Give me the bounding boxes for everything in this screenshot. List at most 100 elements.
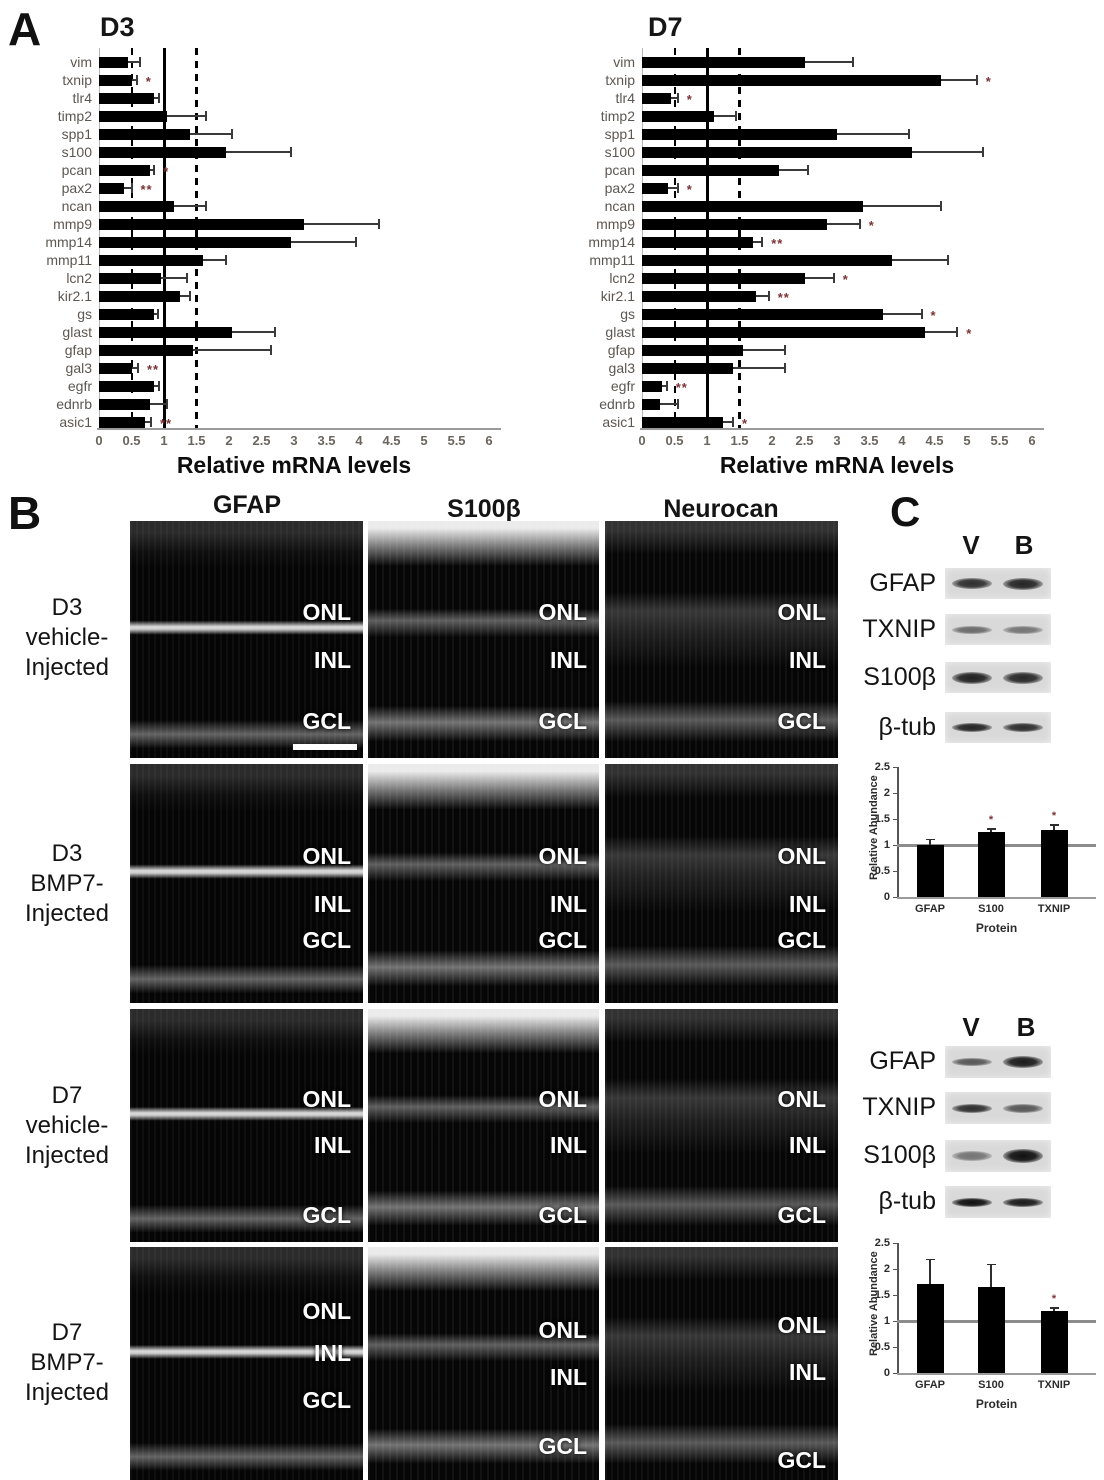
micrograph-image: ONL INL GCL: [605, 521, 838, 758]
error-bar-cap: [784, 363, 786, 373]
x-axis-title: Protein: [975, 921, 1018, 935]
y-axis-line: [897, 1243, 899, 1373]
layer-label-inl: INL: [313, 646, 351, 673]
gene-label: lcn2: [66, 270, 92, 286]
micrograph-row-label: D3 BMP7- Injected: [2, 839, 132, 929]
x-tick-label: 3.5: [860, 433, 879, 448]
error-bar: [892, 259, 948, 261]
gene-label: s100: [61, 144, 92, 160]
protein-band: [1003, 1056, 1043, 1068]
error-bar: [863, 205, 941, 207]
x-tick-label: 1.5: [730, 433, 749, 448]
gene-label: kir2.1: [57, 288, 92, 304]
x-tick-label: 5: [420, 433, 428, 448]
layer-label-gcl: GCL: [777, 1202, 826, 1229]
protein-band: [952, 1058, 992, 1066]
x-tick-label: 3: [290, 433, 298, 448]
sig-asterisk: *: [686, 92, 693, 107]
x-tick-label: 0.5: [122, 433, 141, 448]
bar: [977, 1287, 1005, 1373]
y-tick-label: 0: [883, 891, 890, 903]
x-tick-label: 4: [898, 433, 906, 448]
protein-band: [1003, 671, 1043, 684]
layer-label-inl: INL: [313, 1340, 351, 1367]
micrograph-image: ONL INL GCL: [130, 1009, 363, 1242]
layer-label-gcl: GCL: [777, 926, 826, 953]
error-bar: [1053, 824, 1055, 831]
bar: [916, 845, 944, 897]
error-bar-cap: [986, 828, 996, 830]
y-tick-mark: [893, 818, 897, 820]
x-tick-label: 2.5: [252, 433, 271, 448]
x-axis-title: Relative mRNA levels: [719, 452, 955, 478]
bar: [99, 92, 155, 104]
bar: [642, 254, 893, 266]
gene-label: mmp11: [589, 252, 635, 268]
bar: [642, 272, 805, 284]
layer-label-gcl: GCL: [302, 1386, 351, 1413]
y-tick-label: 2.5: [874, 1237, 890, 1249]
layer-label-inl: INL: [549, 1363, 587, 1390]
error-bar-cap: [735, 111, 738, 121]
gene-label: vim: [613, 54, 635, 70]
x-axis-title: Relative mRNA levels: [176, 452, 412, 478]
gene-label: txnip: [605, 72, 635, 88]
error-bar: [123, 187, 132, 189]
error-bar-cap: [940, 201, 942, 211]
layer-label-gcl: GCL: [538, 1202, 587, 1229]
x-category-label: S100: [978, 903, 1004, 915]
error-bar-cap: [676, 399, 679, 409]
row-label-line: D3: [51, 840, 83, 867]
layer-label-onl: ONL: [538, 1085, 587, 1112]
sig-asterisk: **: [675, 380, 688, 395]
error-bar-cap: [377, 219, 380, 229]
bar: [642, 398, 661, 410]
layer-label-onl: ONL: [538, 599, 587, 626]
y-tick-mark: [893, 1268, 897, 1270]
bar: [99, 200, 174, 212]
bar: [99, 416, 145, 428]
bar: [642, 308, 883, 320]
bar: [1040, 830, 1068, 897]
error-bar-cap: [732, 417, 734, 427]
error-bar-cap: [925, 838, 935, 841]
error-bar: [929, 1258, 931, 1284]
error-bar: [755, 295, 769, 297]
sig-asterisk: *: [842, 272, 849, 287]
protein-band: [952, 1151, 992, 1161]
bar: [99, 236, 291, 248]
error-bar: [661, 385, 667, 387]
error-bar-cap: [665, 381, 668, 391]
blot-image: [945, 1092, 1051, 1124]
gene-label: tlr4: [72, 90, 92, 106]
micrograph-image: ONL INL GCL: [605, 1247, 838, 1480]
error-bar-cap: [289, 147, 292, 157]
x-tick-label: 0.5: [665, 433, 684, 448]
error-bar: [232, 331, 275, 333]
error-bar: [180, 295, 190, 297]
x-category-label: TXNIP: [1037, 1379, 1071, 1391]
gene-label: ednrb: [599, 396, 635, 412]
x-tick-label: 4.5: [382, 433, 401, 448]
y-tick-mark: [893, 870, 897, 872]
gene-label: pcan: [61, 162, 92, 178]
error-bar: [924, 331, 958, 333]
sig-asterisk: **: [160, 416, 173, 431]
y-tick-label: 2: [883, 787, 890, 799]
y-tick-mark: [893, 1320, 897, 1322]
blot-row-label: TXNIP: [862, 1093, 936, 1121]
layer-label-inl: INL: [788, 1132, 826, 1159]
column-header-neurocan: Neurocan: [663, 495, 779, 523]
sig-asterisk: *: [966, 326, 973, 341]
error-bar-cap: [956, 327, 959, 337]
lane-header-v: V: [962, 1012, 980, 1042]
sig-asterisk: *: [145, 74, 152, 89]
protein-band: [1003, 1103, 1043, 1113]
error-bar-cap: [130, 183, 133, 193]
micrograph-row-label: D7 BMP7- Injected: [2, 1318, 132, 1408]
row-label-line: BMP7-: [30, 1349, 104, 1376]
error-bar-cap: [784, 345, 786, 355]
panel-b-letter: B: [8, 487, 42, 539]
error-bar: [742, 349, 785, 351]
protein-band: [1003, 577, 1043, 590]
